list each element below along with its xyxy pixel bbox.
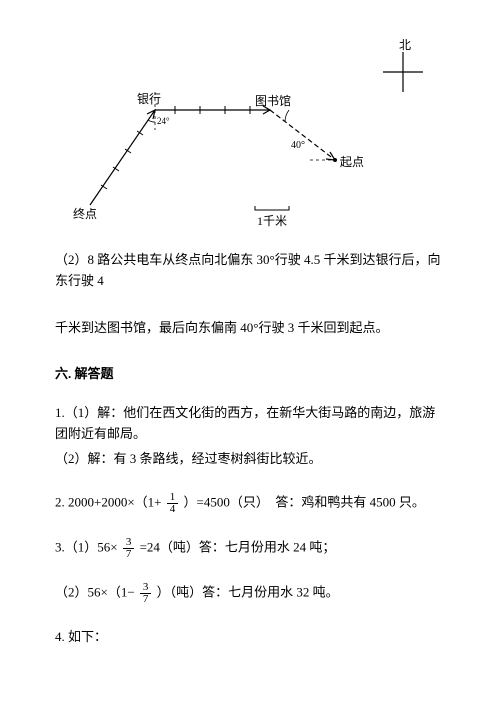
paragraph-2-line2: 千米到达图书馆，最后向东偏南 40°行驶 3 千米回到起点。 <box>55 318 445 339</box>
compass-north-label: 北 <box>399 36 411 55</box>
compass: 北 <box>381 50 425 101</box>
route-path <box>55 40 355 225</box>
q3b-frac-num: 3 <box>140 582 152 594</box>
q3a-pre: 3.（1）56× <box>55 539 118 554</box>
q3b-post: ）（吨）答：七月份用水 32 吨。 <box>157 584 339 599</box>
angle-bank-label: 24° <box>157 114 170 128</box>
q1-part2: （2）解：有 3 条路线，经过枣树斜街比较近。 <box>55 449 445 470</box>
angle-40-label: 40° <box>291 138 305 154</box>
paragraph-2-line1: （2）8 路公共电车从终点向北偏东 30°行驶 4.5 千米到达银行后，向东行驶… <box>55 250 445 292</box>
section-6-heading: 六. 解答题 <box>55 364 445 385</box>
q3b-fraction: 3 7 <box>140 582 152 605</box>
q3-part1: 3.（1）56× 3 7 =24（吨）答：七月份用水 24 吨； <box>55 537 445 560</box>
end-label: 终点 <box>73 205 97 224</box>
q2-post: ）=4500（只） 答：鸡和鸭共有 4500 只。 <box>184 494 425 509</box>
q3a-frac-den: 7 <box>123 549 135 560</box>
q3-part2: （2）56×（1− 3 7 ）（吨）答：七月份用水 32 吨。 <box>55 582 445 605</box>
bank-label: 银行 <box>137 90 161 109</box>
library-label: 图书馆 <box>255 92 291 111</box>
q4: 4. 如下： <box>55 627 445 648</box>
q2-fraction: 1 4 <box>167 492 179 515</box>
route-diagram: 北 银 <box>55 40 445 230</box>
q3b-pre: （2）56×（1− <box>55 584 135 599</box>
q2: 2. 2000+2000×（1+ 1 4 ）=4500（只） 答：鸡和鸭共有 4… <box>55 492 445 515</box>
q2-pre: 2. 2000+2000×（1+ <box>55 494 162 509</box>
q3a-frac-num: 3 <box>123 537 135 549</box>
q2-frac-den: 4 <box>167 504 179 515</box>
scale-label: 1千米 <box>257 212 287 231</box>
q2-frac-num: 1 <box>167 492 179 504</box>
q3a-post: =24（吨）答：七月份用水 24 吨； <box>140 539 336 554</box>
start-label: 起点 <box>340 153 364 172</box>
q3a-fraction: 3 7 <box>123 537 135 560</box>
compass-icon <box>381 50 425 94</box>
q3b-frac-den: 7 <box>140 594 152 605</box>
q1-part1: 1.（1）解：他们在西文化街的西方，在新华大街马路的南边，旅游团附近有邮局。 <box>55 403 445 445</box>
